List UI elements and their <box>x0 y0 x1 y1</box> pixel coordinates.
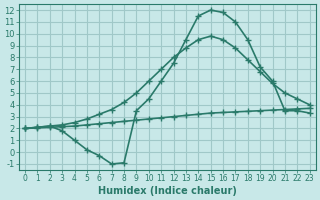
X-axis label: Humidex (Indice chaleur): Humidex (Indice chaleur) <box>98 186 237 196</box>
